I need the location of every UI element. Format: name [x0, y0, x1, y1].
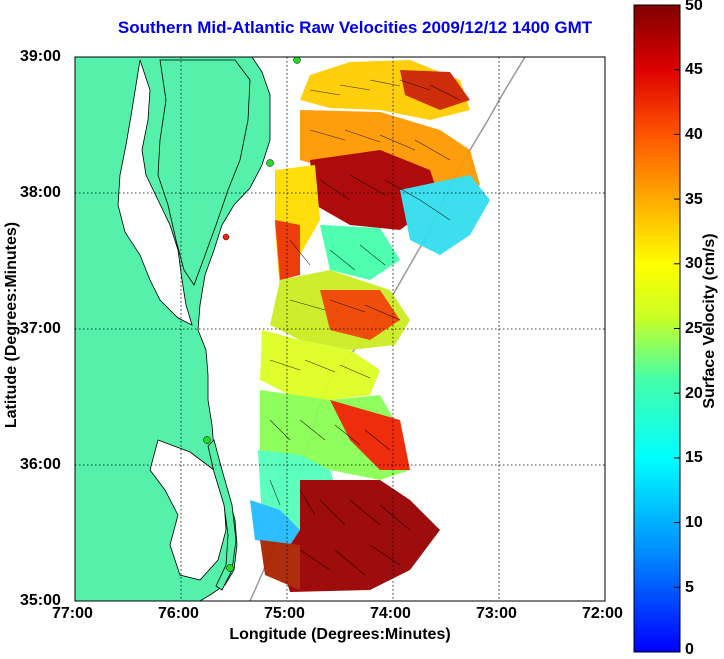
plot-frame: [74, 56, 606, 602]
x-tick-label: 74:00: [370, 605, 411, 622]
colorbar-tick-label: 15: [685, 449, 703, 466]
station-marker: [293, 57, 301, 64]
x-tick-label: 73:00: [476, 605, 517, 622]
velocity-field: [250, 60, 490, 592]
colorbar-label: Surface Velocity (cm/s): [701, 233, 718, 409]
colorbar-tick-label: 50: [685, 0, 703, 14]
x-tick-label: 76:00: [158, 605, 199, 622]
outer-banks: [207, 439, 237, 591]
eastern-shore: [157, 59, 251, 286]
colorbar-tick-label: 10: [685, 514, 703, 531]
colorbar-tick-label: 0: [685, 641, 694, 658]
y-tick-label: 37:00: [20, 320, 61, 337]
colorbar-tick-label: 5: [685, 579, 694, 596]
colorbar-tick-label: 25: [685, 320, 703, 337]
grid-lines: [75, 57, 605, 601]
x-tick-label: 72:00: [582, 605, 623, 622]
station-marker: [266, 159, 274, 167]
x-axis-label: Longitude (Degrees:Minutes): [229, 626, 451, 643]
y-tick-label: 38:00: [20, 184, 61, 201]
colorbar: [633, 4, 681, 653]
colorbar-tick-label: 35: [685, 191, 703, 208]
velocity-vectors: [269, 79, 461, 576]
colorbar-tick-label: 45: [685, 61, 703, 78]
station-marker: [226, 564, 234, 572]
x-tick-label: 75:00: [264, 605, 305, 622]
y-axis-label: Latitude (Degrees:Minutes): [3, 221, 20, 429]
map-title: Southern Mid-Atlantic Raw Velocities 200…: [117, 18, 593, 37]
colorbar-ticks: [674, 69, 680, 588]
y-tick-label: 35:00: [20, 592, 61, 609]
x-tick-label: 77:00: [52, 605, 93, 622]
colorbar-tick-label: 20: [685, 385, 703, 402]
colorbar-tick-label: 30: [685, 255, 703, 272]
y-tick-label: 36:00: [20, 456, 61, 473]
station-marker: [222, 233, 230, 241]
colorbar-tick-label: 40: [685, 126, 703, 143]
chesapeake-bay: [117, 59, 193, 326]
y-tick-label: 39:00: [20, 48, 61, 65]
station-marker: [203, 436, 211, 444]
